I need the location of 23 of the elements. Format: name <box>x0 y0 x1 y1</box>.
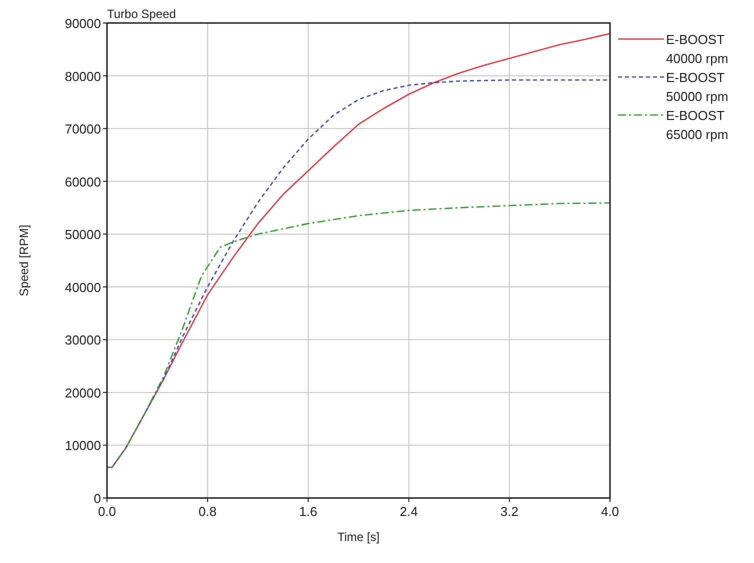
line-series <box>106 202 611 468</box>
y-tick-label: 30000 <box>64 332 101 348</box>
y-tick-label: 80000 <box>64 68 101 84</box>
x-tick-label: 1.6 <box>299 504 318 519</box>
y-tick-label: 70000 <box>64 122 101 137</box>
x-tick-label: 2.4 <box>400 504 418 519</box>
y-tick-label: 20000 <box>64 385 101 400</box>
x-tick-label: 0.8 <box>198 504 217 519</box>
chart-title: Turbo Speed <box>107 7 176 21</box>
y-tick-label: 90000 <box>64 16 101 31</box>
x-tick-label: 3.2 <box>500 504 518 519</box>
y-tick-label: 10000 <box>64 438 101 454</box>
y-tick-label: 50000 <box>64 227 101 242</box>
legend-label: E-BOOST 40000 rpm <box>666 32 728 66</box>
legend-label: E-BOOST 50000 rpm <box>666 70 728 104</box>
x-axis-title: Time [s] <box>337 530 380 544</box>
y-tick-label: 0 <box>94 491 101 506</box>
y-tick-label: 60000 <box>64 174 101 190</box>
y-tick-label: 40000 <box>64 280 101 295</box>
x-tick-label: 4.0 <box>600 504 620 519</box>
y-axis-title: Speed [RPM] <box>17 224 31 296</box>
x-tick-label: 0.0 <box>98 504 116 519</box>
legend-label: E-BOOST 65000 rpm <box>666 108 728 142</box>
